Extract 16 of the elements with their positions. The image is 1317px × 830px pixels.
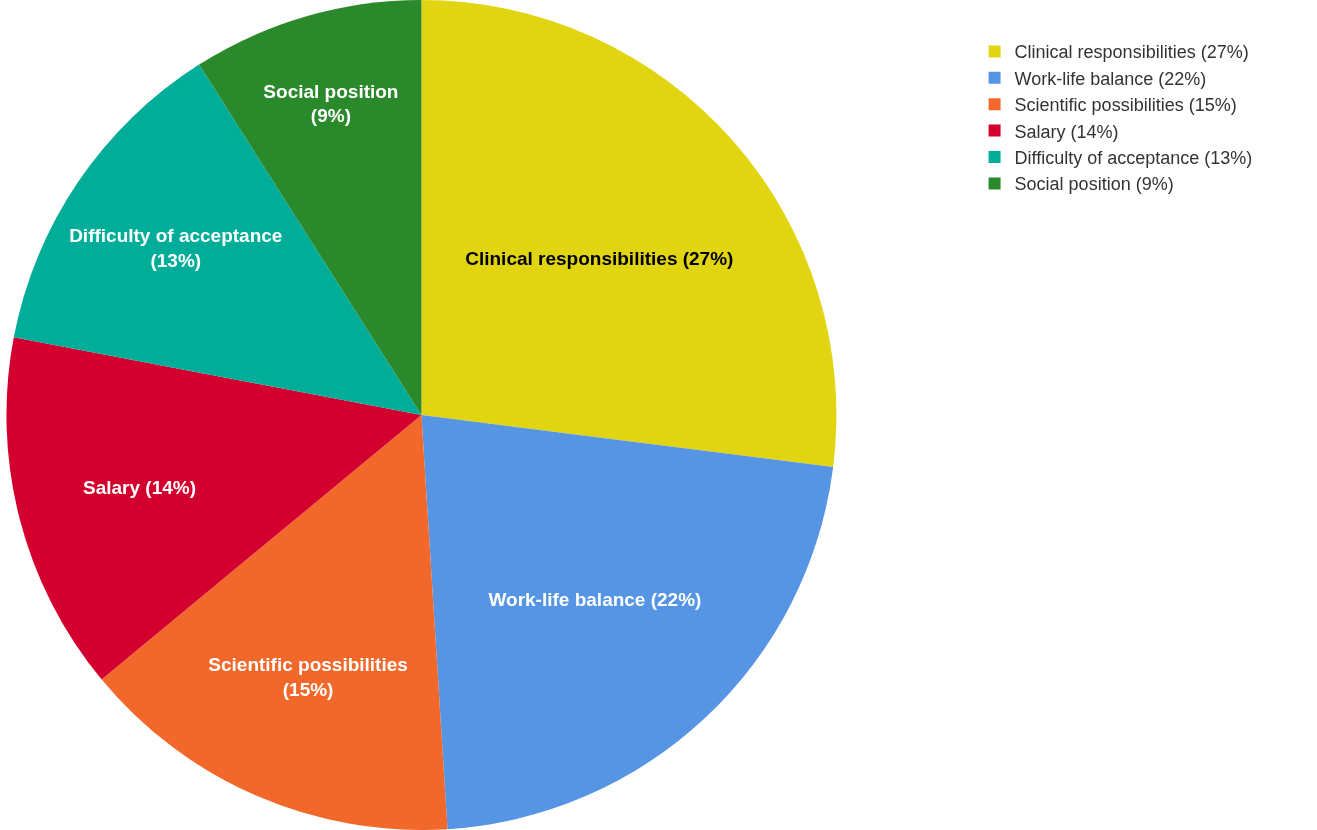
data-label: Work-life balance (22%): [488, 589, 702, 611]
data-label: Clinical responsibilities (27%): [465, 247, 734, 269]
legend-label: Clinical responsibilities (27%): [1014, 42, 1249, 63]
pie-slice: [7, 337, 422, 680]
legend-label: Social position (9%): [1014, 174, 1174, 195]
data-label: Difficulty of acceptance (13%): [69, 225, 283, 271]
data-label: Social position (9%): [263, 80, 399, 127]
legend-label: Scientific possibilities (15%): [1014, 95, 1237, 116]
legend-label: Difficulty of acceptance (13%): [1014, 148, 1253, 169]
legend-label: Work-life balance (22%): [1014, 68, 1207, 89]
data-label: Scientific possibilities (15%): [208, 654, 408, 700]
data-label: Salary (14%): [83, 476, 197, 498]
pie-slice: [421, 0, 837, 468]
pie-slice: [13, 64, 422, 415]
pie-slice: [421, 415, 834, 830]
legend-label: Salary (14%): [1014, 121, 1119, 142]
